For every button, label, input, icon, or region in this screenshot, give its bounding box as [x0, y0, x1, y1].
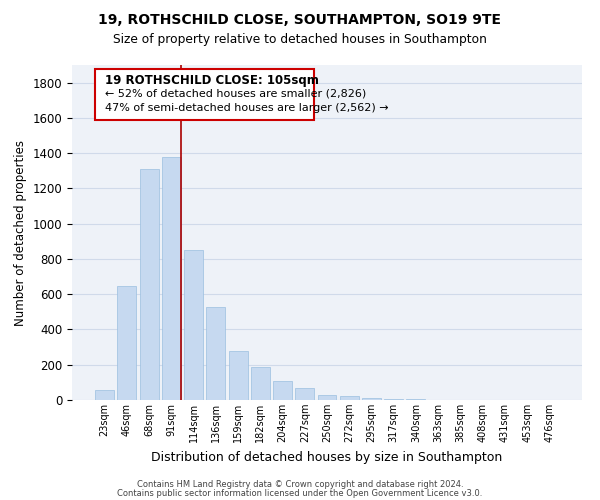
Bar [295, 388, 314, 400]
Bar [206, 306, 225, 400]
Bar [95, 390, 114, 400]
Text: 47% of semi-detached houses are larger (2,562) →: 47% of semi-detached houses are larger (… [104, 103, 388, 113]
Y-axis label: Number of detached properties: Number of detached properties [14, 140, 27, 326]
Text: Size of property relative to detached houses in Southampton: Size of property relative to detached ho… [113, 32, 487, 46]
Bar [273, 382, 292, 400]
Bar [229, 350, 248, 400]
Bar [362, 398, 381, 400]
Bar [184, 250, 203, 400]
Text: ← 52% of detached houses are smaller (2,826): ← 52% of detached houses are smaller (2,… [104, 88, 366, 99]
Text: Contains public sector information licensed under the Open Government Licence v3: Contains public sector information licen… [118, 489, 482, 498]
FancyBboxPatch shape [95, 68, 314, 120]
Text: Contains HM Land Registry data © Crown copyright and database right 2024.: Contains HM Land Registry data © Crown c… [137, 480, 463, 489]
Bar [340, 396, 359, 400]
Bar [118, 286, 136, 400]
Bar [162, 156, 181, 400]
Bar [140, 169, 158, 400]
Bar [384, 399, 403, 400]
X-axis label: Distribution of detached houses by size in Southampton: Distribution of detached houses by size … [151, 450, 503, 464]
Text: 19, ROTHSCHILD CLOSE, SOUTHAMPTON, SO19 9TE: 19, ROTHSCHILD CLOSE, SOUTHAMPTON, SO19 … [98, 12, 502, 26]
Bar [317, 394, 337, 400]
Bar [251, 368, 270, 400]
Text: 19 ROTHSCHILD CLOSE: 105sqm: 19 ROTHSCHILD CLOSE: 105sqm [104, 74, 319, 87]
